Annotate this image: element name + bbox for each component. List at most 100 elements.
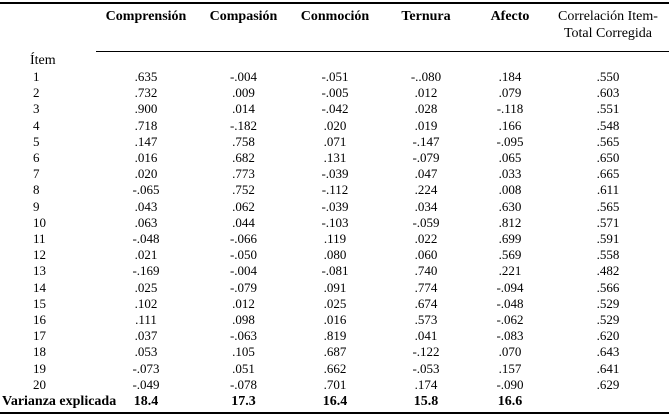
loading-value: .662 bbox=[323, 360, 347, 376]
loading-value: .020 bbox=[134, 166, 158, 182]
item-number: 7 bbox=[33, 166, 40, 182]
loading-value: .062 bbox=[232, 198, 255, 214]
item-number: 5 bbox=[33, 133, 40, 149]
table-row: 10 .063 .044 -.103 -.059 .812 .571 bbox=[0, 215, 669, 231]
correlacion-header-line2: Total Corregida bbox=[563, 26, 653, 41]
variance-value-afecto: 16.6 bbox=[497, 394, 523, 410]
column-header-comprension: Comprensión bbox=[96, 3, 196, 52]
loading-value: -.066 bbox=[229, 231, 258, 247]
loading-value: .701 bbox=[323, 376, 347, 392]
loading-value: .565 bbox=[596, 133, 620, 149]
loading-value: .008 bbox=[498, 182, 522, 198]
variance-value-ternura: 15.8 bbox=[413, 394, 439, 410]
item-number: 10 bbox=[33, 214, 46, 230]
loading-value: .548 bbox=[596, 117, 620, 133]
loading-value: .629 bbox=[596, 376, 620, 392]
loading-value: -.094 bbox=[496, 279, 524, 295]
loading-value: .166 bbox=[498, 117, 522, 133]
loading-value: -.039 bbox=[321, 166, 349, 182]
loading-value: .044 bbox=[232, 214, 255, 230]
column-header-compasion: Compasión bbox=[196, 3, 291, 52]
table-row: 9 .043 .062 -.039 .034 .630 .565 bbox=[0, 199, 669, 215]
loading-value: .569 bbox=[498, 247, 522, 263]
loading-value: .573 bbox=[414, 312, 438, 328]
item-number: 2 bbox=[33, 85, 40, 101]
loading-value: -.059 bbox=[412, 214, 440, 230]
loading-value: .119 bbox=[323, 231, 347, 247]
loading-value: .718 bbox=[134, 117, 158, 133]
loading-value: .774 bbox=[414, 279, 438, 295]
table-row: 16 .111 .098 .016 .573 -.062 .529 bbox=[0, 312, 669, 328]
variance-value-conmocion: 16.4 bbox=[322, 394, 348, 410]
table-row: 6 .016 .682 .131 -.079 .065 .650 bbox=[0, 150, 669, 166]
table-row: 17 .037 -.063 .819 .041 -.083 .620 bbox=[0, 328, 669, 344]
loading-value: .819 bbox=[323, 328, 347, 344]
loading-value: .016 bbox=[134, 150, 158, 166]
loading-value: .157 bbox=[498, 360, 522, 376]
loading-value: .131 bbox=[323, 150, 347, 166]
loading-value: .641 bbox=[596, 360, 620, 376]
loading-value: -.118 bbox=[496, 101, 524, 117]
loading-value: .147 bbox=[134, 133, 158, 149]
loading-value: .699 bbox=[498, 231, 522, 247]
loading-value: .643 bbox=[596, 344, 620, 360]
table-row: 14 .025 -.079 .091 .774 -.094 .566 bbox=[0, 280, 669, 296]
loading-value: -.065 bbox=[132, 182, 160, 198]
loading-value: .758 bbox=[232, 133, 255, 149]
loading-value: .650 bbox=[596, 150, 620, 166]
loading-value: -.063 bbox=[229, 328, 258, 344]
item-number: 9 bbox=[33, 198, 40, 214]
loading-value: .012 bbox=[414, 85, 438, 101]
table-row: 19 -.073 .051 .662 -.053 .157 .641 bbox=[0, 361, 669, 377]
loading-value: -.078 bbox=[229, 376, 258, 392]
loading-value: .020 bbox=[323, 117, 347, 133]
loading-value: .070 bbox=[498, 344, 522, 360]
loading-value: .482 bbox=[596, 263, 620, 279]
variance-explained-row: Varianza explicada 18.4 17.3 16.4 15.8 1… bbox=[0, 393, 669, 413]
loading-value: .091 bbox=[323, 279, 347, 295]
loading-value: .053 bbox=[134, 344, 158, 360]
variance-explained-label: Varianza explicada bbox=[2, 394, 117, 410]
loading-value: -.083 bbox=[496, 328, 524, 344]
loading-value: .016 bbox=[323, 312, 347, 328]
table-body: 1.635 -.004 -.051 -..080.184.550 2.732.009 -.… bbox=[0, 69, 669, 393]
loading-value: -.095 bbox=[496, 133, 524, 149]
item-number: 15 bbox=[33, 295, 46, 311]
loading-value: .900 bbox=[134, 101, 158, 117]
loading-value: -.122 bbox=[412, 344, 440, 360]
item-number: 12 bbox=[33, 247, 46, 263]
loading-value: .682 bbox=[232, 150, 255, 166]
loading-value: .080 bbox=[323, 247, 347, 263]
item-number: 6 bbox=[33, 150, 40, 166]
loading-value: .043 bbox=[134, 198, 158, 214]
table-row: 20 -.049 -.078 .701 .174 -.090 .629 bbox=[0, 377, 669, 393]
loading-value: -.073 bbox=[132, 360, 160, 376]
column-header-afecto: Afecto bbox=[473, 3, 547, 52]
item-number: 4 bbox=[33, 117, 40, 133]
loading-value: -.048 bbox=[496, 295, 524, 311]
column-header-conmocion: Conmoción bbox=[291, 3, 379, 52]
loading-value: .665 bbox=[596, 166, 620, 182]
loading-value: .063 bbox=[134, 214, 158, 230]
item-number: 11 bbox=[33, 231, 46, 247]
loading-value: .041 bbox=[414, 328, 438, 344]
empty-header-cell bbox=[0, 3, 96, 52]
loading-value: .174 bbox=[414, 376, 438, 392]
loading-value: .028 bbox=[414, 101, 438, 117]
loading-value: .037 bbox=[134, 328, 158, 344]
loading-value: .065 bbox=[498, 150, 522, 166]
item-column-label: Ítem bbox=[30, 52, 56, 68]
loading-value: -.147 bbox=[412, 133, 440, 149]
table-row: 8 -.065 .752 -.112 .224 .008 .611 bbox=[0, 182, 669, 198]
loading-value: .025 bbox=[323, 295, 347, 311]
loading-value: -.182 bbox=[229, 117, 258, 133]
table-row: 15 .102 .012 .025 .674 -.048 .529 bbox=[0, 296, 669, 312]
loading-value: .812 bbox=[498, 214, 522, 230]
variance-value-correlacion bbox=[547, 393, 669, 413]
table-header-row: Comprensión Compasión Conmoción Ternura … bbox=[0, 3, 669, 52]
column-header-correlacion-item-total: Correlación Item- Total Corregida bbox=[547, 3, 669, 52]
loading-value: .105 bbox=[232, 344, 255, 360]
loading-value: .635 bbox=[134, 69, 158, 84]
loading-value: .752 bbox=[232, 182, 255, 198]
